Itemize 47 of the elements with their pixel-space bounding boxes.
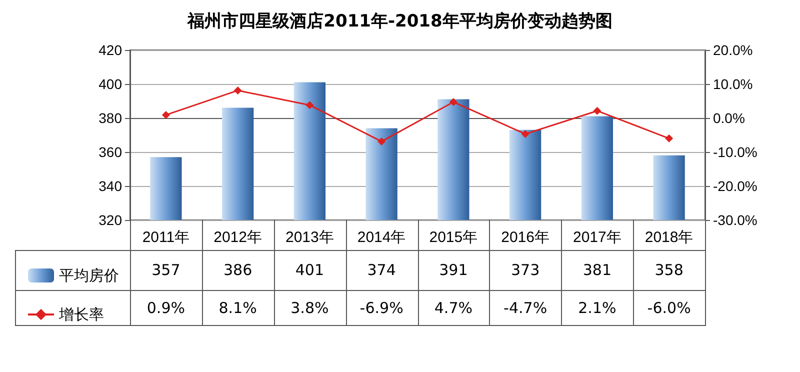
- y-tick-label: 320: [98, 212, 122, 228]
- y2-tick-label: 10.0%: [713, 76, 753, 92]
- legend-label: 平均房价: [59, 266, 119, 284]
- data-label: 357: [152, 261, 180, 279]
- chart-title: 福州市四星级酒店2011年-2018年平均房价变动趋势图: [186, 12, 612, 32]
- data-label: 401: [295, 261, 324, 279]
- point: [378, 137, 386, 146]
- x-tick-label: 2018年: [644, 229, 694, 246]
- x-tick-label: 2017年: [573, 229, 622, 246]
- point: [521, 130, 530, 138]
- y2-tick-label: -30.0%: [713, 212, 758, 228]
- data-label: 358: [654, 261, 684, 279]
- data-label: 373: [510, 261, 540, 279]
- point: [234, 86, 242, 94]
- y2-tick-label: 0.0%: [713, 110, 745, 126]
- data-label: 8.1%: [218, 299, 257, 317]
- point: [306, 101, 314, 110]
- data-label: 386: [223, 261, 252, 279]
- data-label: 374: [367, 261, 396, 279]
- y2-tick-label: 20.0%: [713, 42, 753, 58]
- point: [162, 110, 170, 119]
- x-tick-label: 2013年: [286, 229, 334, 246]
- y2-tick-label: -20.0%: [713, 178, 758, 194]
- data-label: 381: [582, 261, 612, 279]
- legend-label: 增长率: [58, 306, 104, 324]
- y-tick-label: 380: [98, 110, 122, 126]
- data-label: -6.9%: [360, 299, 404, 317]
- data-label: -4.7%: [504, 299, 548, 317]
- point: [449, 98, 458, 106]
- x-tick-label: 2014年: [357, 229, 406, 246]
- data-label: 391: [439, 261, 468, 279]
- data-label: 0.9%: [146, 299, 185, 317]
- y-tick-label: 340: [98, 178, 122, 194]
- x-tick-label: 2012年: [214, 229, 262, 246]
- y2-tick-label: -10.0%: [713, 144, 758, 160]
- x-tick-label: 2015年: [429, 229, 478, 246]
- x-tick-label: 2011年: [142, 229, 190, 246]
- y-tick-label: 420: [98, 42, 122, 58]
- y-tick-label: 360: [98, 144, 122, 160]
- data-label: 4.7%: [434, 299, 472, 317]
- data-label: 2.1%: [578, 299, 616, 317]
- y-tick-label: 400: [98, 76, 122, 92]
- data-label: -6.0%: [647, 299, 691, 317]
- point: [665, 134, 674, 142]
- point: [593, 106, 602, 115]
- data-label: 3.8%: [290, 299, 329, 317]
- x-tick-label: 2016年: [501, 229, 550, 246]
